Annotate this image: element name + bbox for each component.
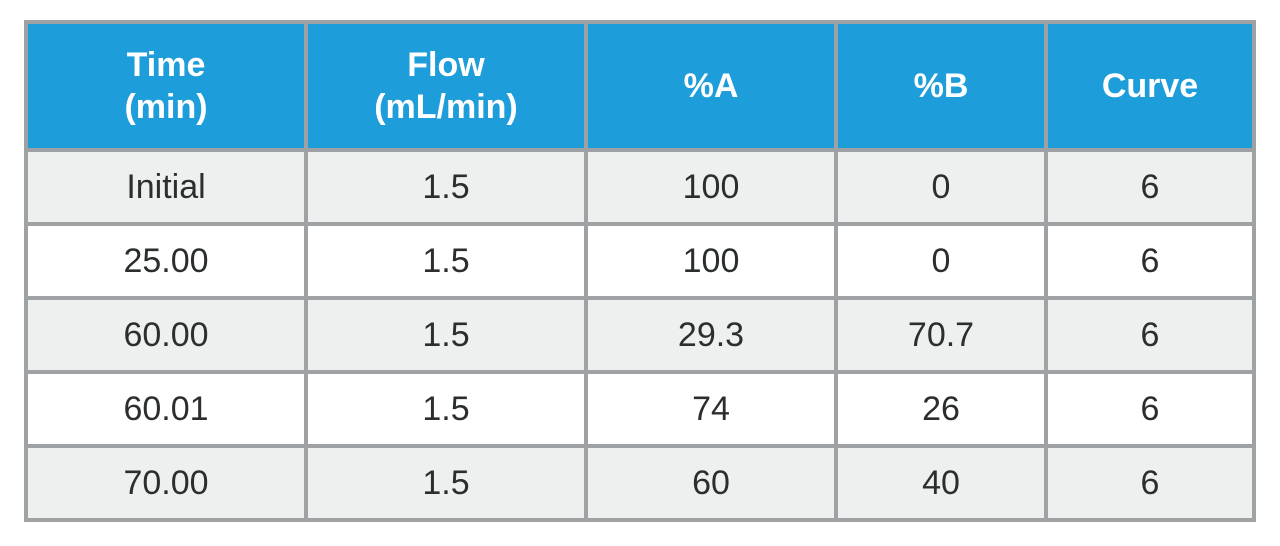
cell-flow: 1.5 (304, 374, 584, 448)
cell-flow: 1.5 (304, 448, 584, 522)
cell-time: 60.01 (24, 374, 304, 448)
cell-pct-b: 40 (834, 448, 1044, 522)
cell-curve: 6 (1044, 448, 1256, 522)
cell-pct-b: 0 (834, 226, 1044, 300)
col-header-sublabel: (mL/min) (314, 86, 578, 129)
table-header-row: Time (min) Flow (mL/min) %A %B Curve (24, 20, 1256, 152)
cell-pct-b: 26 (834, 374, 1044, 448)
cell-flow: 1.5 (304, 152, 584, 226)
col-header-label: Curve (1054, 65, 1246, 108)
col-header-time: Time (min) (24, 20, 304, 152)
cell-time: 25.00 (24, 226, 304, 300)
table-row: 25.00 1.5 100 0 6 (24, 226, 1256, 300)
cell-curve: 6 (1044, 226, 1256, 300)
table-row: 60.01 1.5 74 26 6 (24, 374, 1256, 448)
cell-pct-a: 100 (584, 226, 834, 300)
table-row: Initial 1.5 100 0 6 (24, 152, 1256, 226)
table-row: 60.00 1.5 29.3 70.7 6 (24, 300, 1256, 374)
gradient-table: Time (min) Flow (mL/min) %A %B Curve (24, 20, 1256, 522)
cell-pct-a: 100 (584, 152, 834, 226)
col-header-sublabel: (min) (34, 86, 298, 129)
cell-pct-a: 60 (584, 448, 834, 522)
cell-pct-b: 0 (834, 152, 1044, 226)
table-row: 70.00 1.5 60 40 6 (24, 448, 1256, 522)
col-header-label: Flow (314, 44, 578, 87)
col-header-pct-b: %B (834, 20, 1044, 152)
cell-curve: 6 (1044, 374, 1256, 448)
cell-flow: 1.5 (304, 226, 584, 300)
cell-time: 60.00 (24, 300, 304, 374)
cell-pct-a: 29.3 (584, 300, 834, 374)
cell-time: 70.00 (24, 448, 304, 522)
col-header-pct-a: %A (584, 20, 834, 152)
cell-time: Initial (24, 152, 304, 226)
cell-curve: 6 (1044, 152, 1256, 226)
cell-curve: 6 (1044, 300, 1256, 374)
cell-flow: 1.5 (304, 300, 584, 374)
cell-pct-a: 74 (584, 374, 834, 448)
cell-pct-b: 70.7 (834, 300, 1044, 374)
col-header-label: Time (34, 44, 298, 87)
col-header-label: %B (844, 65, 1038, 108)
col-header-curve: Curve (1044, 20, 1256, 152)
col-header-label: %A (594, 65, 828, 108)
col-header-flow: Flow (mL/min) (304, 20, 584, 152)
